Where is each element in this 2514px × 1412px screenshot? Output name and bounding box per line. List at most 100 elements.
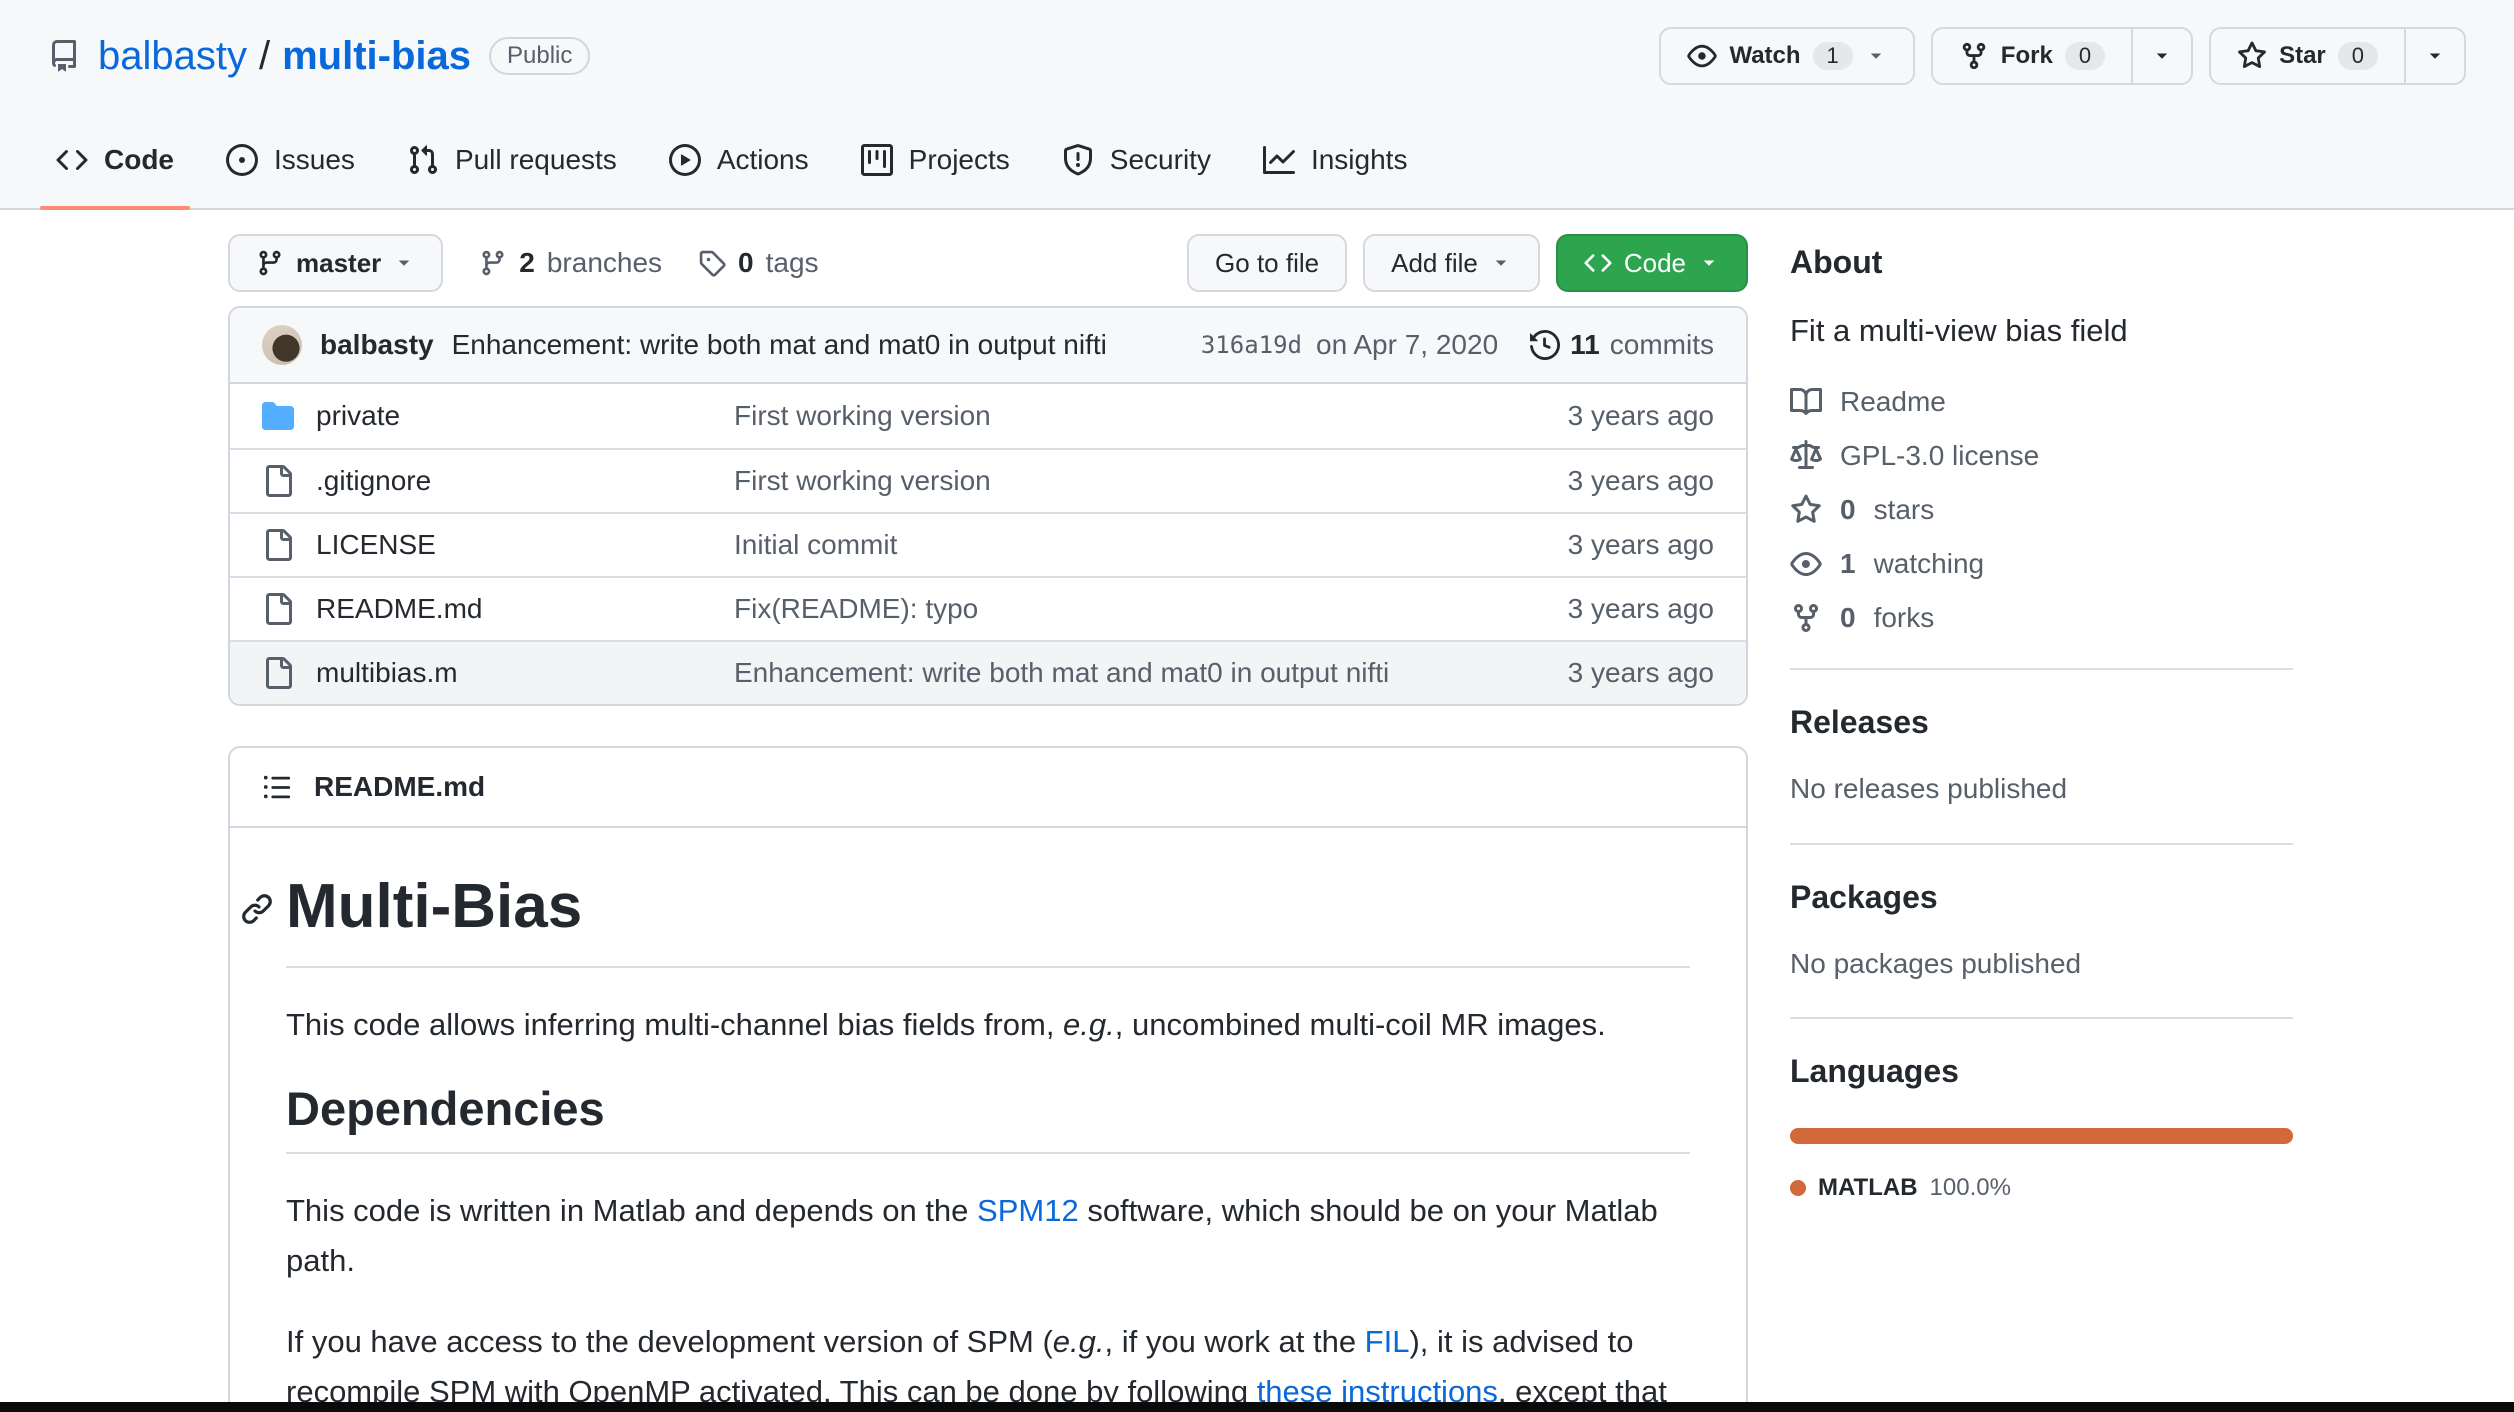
table-row[interactable]: README.md Fix(README): typo 3 years ago: [230, 576, 1746, 640]
readme-content: Multi-Bias This code allows inferring mu…: [230, 828, 1746, 1412]
emphasis-text: e.g.: [1052, 1324, 1105, 1360]
about-heading: About: [1790, 244, 1883, 280]
branch-toolbar: master 2 branches 0 tags Go to file Add …: [228, 234, 1748, 292]
text-segment: , if you work at the: [1104, 1324, 1365, 1360]
watch-button[interactable]: Watch 1: [1659, 27, 1915, 85]
branch-selector-button[interactable]: master: [228, 234, 444, 292]
avatar[interactable]: [262, 325, 302, 365]
table-row[interactable]: private First working version 3 years ago: [230, 384, 1746, 448]
detail-count: 0: [1840, 602, 1856, 634]
file-commit-message-link[interactable]: Fix(README): typo: [734, 593, 979, 624]
repo-name-link[interactable]: multi-bias: [282, 33, 472, 78]
add-file-button[interactable]: Add file: [1363, 234, 1540, 292]
file-name-cell: LICENSE: [262, 529, 734, 561]
language-dot-icon: [1790, 1179, 1806, 1196]
detail-label: stars: [1873, 494, 1935, 526]
file-commit-message-link[interactable]: Initial commit: [734, 529, 898, 560]
repo-owner-link[interactable]: balbasty: [98, 33, 247, 78]
commit-sha-link[interactable]: 316a19d: [1200, 331, 1302, 359]
star-label: Star: [2279, 42, 2326, 69]
text-segment: This code is written in Matlab and depen…: [286, 1193, 978, 1229]
tab-projects[interactable]: Projects: [845, 112, 1026, 208]
file-name-cell: private: [262, 400, 734, 432]
star-count: 0: [2337, 42, 2378, 70]
tab-pull-requests[interactable]: Pull requests: [391, 112, 633, 208]
branch-icon: [259, 250, 281, 276]
shield-icon: [1063, 144, 1092, 176]
add-file-label: Add file: [1391, 248, 1478, 278]
file-name-link[interactable]: README.md: [316, 593, 483, 624]
commit-date: on Apr 7, 2020: [1316, 329, 1499, 360]
about-detail-readme[interactable]: Readme: [1790, 386, 2293, 418]
star-icon: [1791, 494, 1821, 524]
about-detail-gpl-3-0-license[interactable]: GPL-3.0 license: [1790, 440, 2293, 472]
commit-meta: 316a19d on Apr 7, 2020 11 commits: [1201, 329, 1714, 361]
tags-link[interactable]: 0 tags: [698, 247, 819, 279]
go-to-file-button[interactable]: Go to file: [1187, 234, 1348, 292]
file-icon: [266, 593, 292, 625]
file-commit-message-link[interactable]: First working version: [734, 400, 991, 431]
file-icon: [266, 529, 292, 561]
branches-link[interactable]: 2 branches: [479, 247, 662, 279]
inline-link[interactable]: FIL: [1364, 1324, 1410, 1360]
fork-button[interactable]: Fork 0: [1930, 27, 2134, 85]
commit-message-link[interactable]: Enhancement: write both mat and mat0 in …: [451, 329, 1107, 360]
about-detail-watching[interactable]: 1 watching: [1790, 548, 2293, 580]
watch-count: 1: [1812, 42, 1853, 70]
file-age: 3 years ago: [1567, 657, 1714, 688]
file-name-link[interactable]: multibias.m: [316, 657, 458, 688]
primary-column: master 2 branches 0 tags Go to file Add …: [228, 234, 1748, 1412]
inline-link[interactable]: SPM12: [977, 1193, 1079, 1229]
fork-button-group: Fork 0: [1930, 27, 2194, 85]
about-detail-forks[interactable]: 0 forks: [1790, 602, 2293, 634]
visibility-badge: Public: [489, 36, 591, 76]
file-commit-message-link[interactable]: Enhancement: write both mat and mat0 in …: [734, 657, 1390, 688]
packages-heading: Packages: [1790, 878, 1938, 915]
main-content: master 2 branches 0 tags Go to file Add …: [0, 210, 2514, 1412]
branch-icon: [479, 249, 507, 277]
list-unordered-icon[interactable]: [262, 772, 292, 802]
commits-label: commits: [1609, 329, 1714, 360]
readme-title-text: Multi-Bias: [286, 872, 583, 941]
file-commit-message-link[interactable]: First working version: [734, 465, 991, 496]
link-icon[interactable]: [240, 892, 274, 926]
file-name-link[interactable]: LICENSE: [316, 529, 436, 560]
file-name-link[interactable]: private: [316, 400, 401, 431]
fork-dropdown-button[interactable]: [2131, 27, 2194, 85]
repo-icon: [48, 40, 80, 72]
code-dropdown-button[interactable]: Code: [1555, 234, 1748, 292]
go-to-file-label: Go to file: [1215, 248, 1320, 278]
tab-insights[interactable]: Insights: [1247, 112, 1424, 208]
tab-actions[interactable]: Actions: [653, 112, 825, 208]
language-name: MATLAB: [1818, 1173, 1918, 1201]
branch-selector-label: master: [296, 248, 382, 278]
history-icon: [1530, 330, 1561, 360]
tab-issues[interactable]: Issues: [210, 112, 371, 208]
dependencies-paragraph-2: If you have access to the development ve…: [286, 1317, 1690, 1412]
text-segment: This code allows inferring multi-channel…: [286, 1006, 1064, 1042]
file-browser-box: balbasty Enhancement: write both mat and…: [228, 306, 1748, 706]
star-button[interactable]: Star 0: [2209, 27, 2406, 85]
branches-label: branches: [546, 247, 663, 278]
star-dropdown-button[interactable]: [2404, 27, 2466, 85]
commit-author-link[interactable]: balbasty: [320, 329, 434, 360]
table-row[interactable]: .gitignore First working version 3 years a…: [230, 448, 1746, 512]
chevron-down-icon: [399, 260, 410, 266]
table-row[interactable]: multibias.m Enhancement: write both mat a…: [230, 640, 1746, 704]
table-row[interactable]: LICENSE Initial commit 3 years ago: [230, 512, 1746, 576]
about-detail-stars[interactable]: 0 stars: [1790, 494, 2293, 526]
commit-history-link[interactable]: 11 commits: [1530, 329, 1714, 361]
languages-heading: Languages: [1790, 1052, 1959, 1089]
repo-nav-tabs: Code Issues Pull requests Actions Projects Se…: [0, 112, 2514, 210]
code-button-label: Code: [1623, 248, 1686, 278]
repo-header: balbasty / multi-bias Public Watch 1 Fork 0…: [0, 0, 2514, 210]
readme-header: README.md: [230, 748, 1746, 828]
breadcrumb-separator: /: [258, 33, 271, 78]
language-legend-item[interactable]: MATLAB 100.0%: [1790, 1174, 2293, 1202]
star-button-group: Star 0: [2209, 27, 2466, 85]
languages-bar[interactable]: [1790, 1127, 2293, 1144]
tab-code[interactable]: Code: [40, 112, 190, 210]
text-segment: , uncombined multi-coil MR images.: [1114, 1006, 1606, 1042]
tab-security[interactable]: Security: [1046, 112, 1227, 208]
file-name-link[interactable]: .gitignore: [316, 465, 432, 496]
